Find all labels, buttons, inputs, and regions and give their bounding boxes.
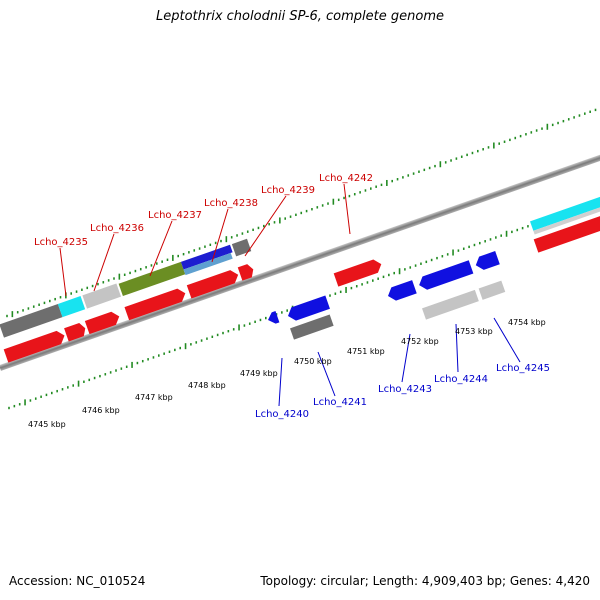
gene-label[interactable]: Lcho_4239 xyxy=(261,185,315,196)
genome-title: Leptothrix cholodnii SP-6, complete geno… xyxy=(156,9,444,24)
scale-label: 4746 kbp xyxy=(82,406,120,415)
reverse-leaders xyxy=(278,317,521,407)
scale-label: 4748 kbp xyxy=(188,381,226,390)
forward-features xyxy=(0,194,600,363)
gene-label[interactable]: Lcho_4236 xyxy=(90,223,144,234)
gene-red-arrow[interactable] xyxy=(186,268,241,299)
gene-label[interactable]: Lcho_4242 xyxy=(319,173,373,184)
gene-red-arrow[interactable] xyxy=(3,329,67,363)
gene-lightgray-block[interactable] xyxy=(82,283,122,309)
gene-cyan-block[interactable] xyxy=(530,194,600,231)
gene-darkgray-block[interactable] xyxy=(231,238,252,257)
gene-label[interactable]: Lcho_4240 xyxy=(255,409,309,420)
scale-labels: 4745 kbp 4746 kbp 4747 kbp 4748 kbp 4749… xyxy=(28,318,546,429)
gene-label[interactable]: Lcho_4237 xyxy=(148,210,202,221)
gene-red-arrow[interactable] xyxy=(84,310,122,335)
scale-label: 4750 kbp xyxy=(294,357,332,366)
forward-gene-labels: Lcho_4235 Lcho_4236 Lcho_4237 Lcho_4238 … xyxy=(34,173,373,248)
gene-label[interactable]: Lcho_4241 xyxy=(313,397,367,408)
gene-blue-arrow[interactable] xyxy=(473,251,500,272)
gene-label[interactable]: Lcho_4245 xyxy=(496,363,550,374)
scale-label: 4747 kbp xyxy=(135,393,173,402)
gene-red-arrow[interactable] xyxy=(533,213,600,253)
scale-label: 4745 kbp xyxy=(28,420,66,429)
scale-label: 4753 kbp xyxy=(455,327,493,336)
gene-red-arrow[interactable] xyxy=(124,287,187,321)
gene-red-arrow[interactable] xyxy=(333,258,384,287)
gene-blue-arrow[interactable] xyxy=(386,280,417,302)
scale-label: 4754 kbp xyxy=(508,318,546,327)
gene-blue-arrow[interactable] xyxy=(266,311,280,326)
gene-label[interactable]: Lcho_4243 xyxy=(378,384,432,395)
reverse-gene-labels: Lcho_4240 Lcho_4241 Lcho_4243 Lcho_4244 … xyxy=(255,363,550,420)
gene-blue-arrow[interactable] xyxy=(417,260,474,291)
genome-backbone xyxy=(0,147,600,371)
gene-blue-block[interactable] xyxy=(180,244,233,270)
gene-cyan-block[interactable] xyxy=(57,296,86,318)
gene-gray-block[interactable] xyxy=(0,303,63,338)
gene-label[interactable]: Lcho_4235 xyxy=(34,237,88,248)
scale-label: 4749 kbp xyxy=(240,369,278,378)
gene-red-arrow[interactable] xyxy=(64,322,88,342)
gene-lightgray-block[interactable] xyxy=(422,289,479,320)
scale-label: 4752 kbp xyxy=(401,337,439,346)
reverse-features xyxy=(266,251,506,340)
gene-darkgray-block[interactable] xyxy=(290,314,334,340)
forward-leaders xyxy=(59,183,351,297)
accession-text: Accession: NC_010524 xyxy=(9,574,146,588)
gene-lightgray-block[interactable] xyxy=(533,204,600,235)
gene-steelblue-block[interactable] xyxy=(183,252,233,276)
gene-blue-arrow[interactable] xyxy=(286,295,330,323)
gene-label[interactable]: Lcho_4244 xyxy=(434,374,488,385)
gene-label[interactable]: Lcho_4238 xyxy=(204,198,258,209)
gene-lightgray-block[interactable] xyxy=(478,280,506,300)
topology-text: Topology: circular; Length: 4,909,403 bp… xyxy=(260,574,590,588)
scale-label: 4751 kbp xyxy=(347,347,385,356)
gene-olive-block[interactable] xyxy=(118,261,186,297)
gene-red-arrow[interactable] xyxy=(237,263,256,281)
